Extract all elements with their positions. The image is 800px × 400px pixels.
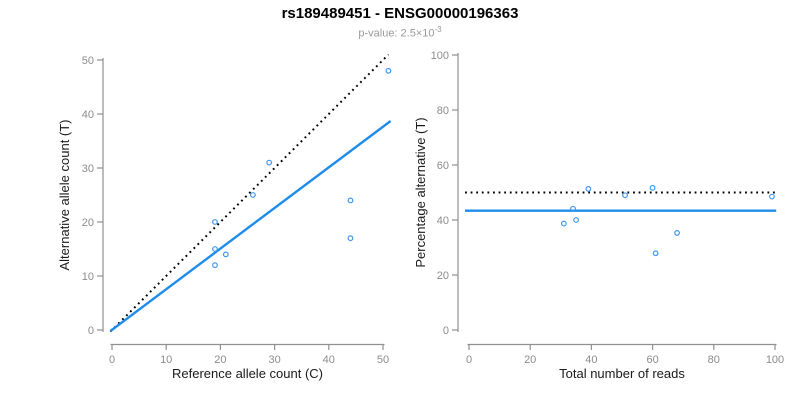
y-tick-label: 80 [437, 105, 449, 117]
x-tick-label: 60 [646, 354, 658, 366]
data-point [570, 205, 576, 212]
data-point [652, 250, 659, 257]
x-tick-label: 10 [160, 354, 172, 366]
y-tick-label: 10 [82, 271, 94, 283]
data-point [266, 159, 273, 166]
x-axis-title: Total number of reads [559, 366, 685, 381]
x-tick-label: 30 [268, 354, 280, 366]
pvalue-text: p-value: 2.5×10 [358, 27, 435, 40]
x-tick-label: 20 [214, 354, 226, 366]
data-point [769, 193, 775, 200]
identity-line [109, 53, 390, 333]
x-tick-label: 40 [323, 354, 335, 366]
data-point [385, 67, 392, 74]
figure-subtitle: p-value: 2.5×10-3 [0, 25, 800, 40]
y-tick-label: 30 [82, 163, 94, 175]
y-tick-label: 20 [437, 270, 449, 282]
data-point [212, 246, 218, 252]
y-tick-label: 50 [82, 55, 94, 67]
x-tick-label: 0 [466, 354, 472, 366]
x-tick-label: 40 [585, 354, 597, 366]
x-tick-label: 20 [524, 354, 536, 366]
y-tick-label: 40 [82, 109, 94, 121]
y-axis-title: Percentage alternative (T) [413, 117, 428, 267]
data-point [649, 184, 656, 191]
x-axis-title: Reference allele count (C) [172, 366, 323, 381]
data-point [250, 192, 256, 198]
data-point [585, 186, 592, 192]
data-point [560, 220, 567, 227]
x-tick-label: 0 [109, 354, 115, 366]
pvalue-exponent: -3 [434, 25, 442, 34]
y-axis-title: Alternative allele count (T) [57, 119, 72, 270]
y-tick-label: 0 [88, 325, 94, 337]
y-tick-label: 40 [437, 215, 449, 227]
data-point [622, 192, 628, 199]
x-tick-label: 80 [708, 354, 720, 366]
fit-line [109, 120, 392, 333]
data-point [212, 219, 218, 225]
y-tick-label: 60 [437, 160, 449, 172]
data-point [674, 230, 680, 236]
x-tick-label: 50 [377, 354, 389, 366]
y-tick-label: 0 [443, 325, 449, 337]
data-point [347, 197, 354, 204]
y-tick-label: 100 [431, 50, 449, 62]
data-point [347, 235, 354, 242]
figure-title: rs189489451 - ENSG00000196363 [281, 5, 519, 22]
y-tick-label: 20 [82, 217, 94, 229]
data-point [222, 251, 229, 258]
data-point [212, 262, 218, 269]
data-point [573, 217, 579, 223]
x-tick-label: 100 [766, 354, 784, 366]
